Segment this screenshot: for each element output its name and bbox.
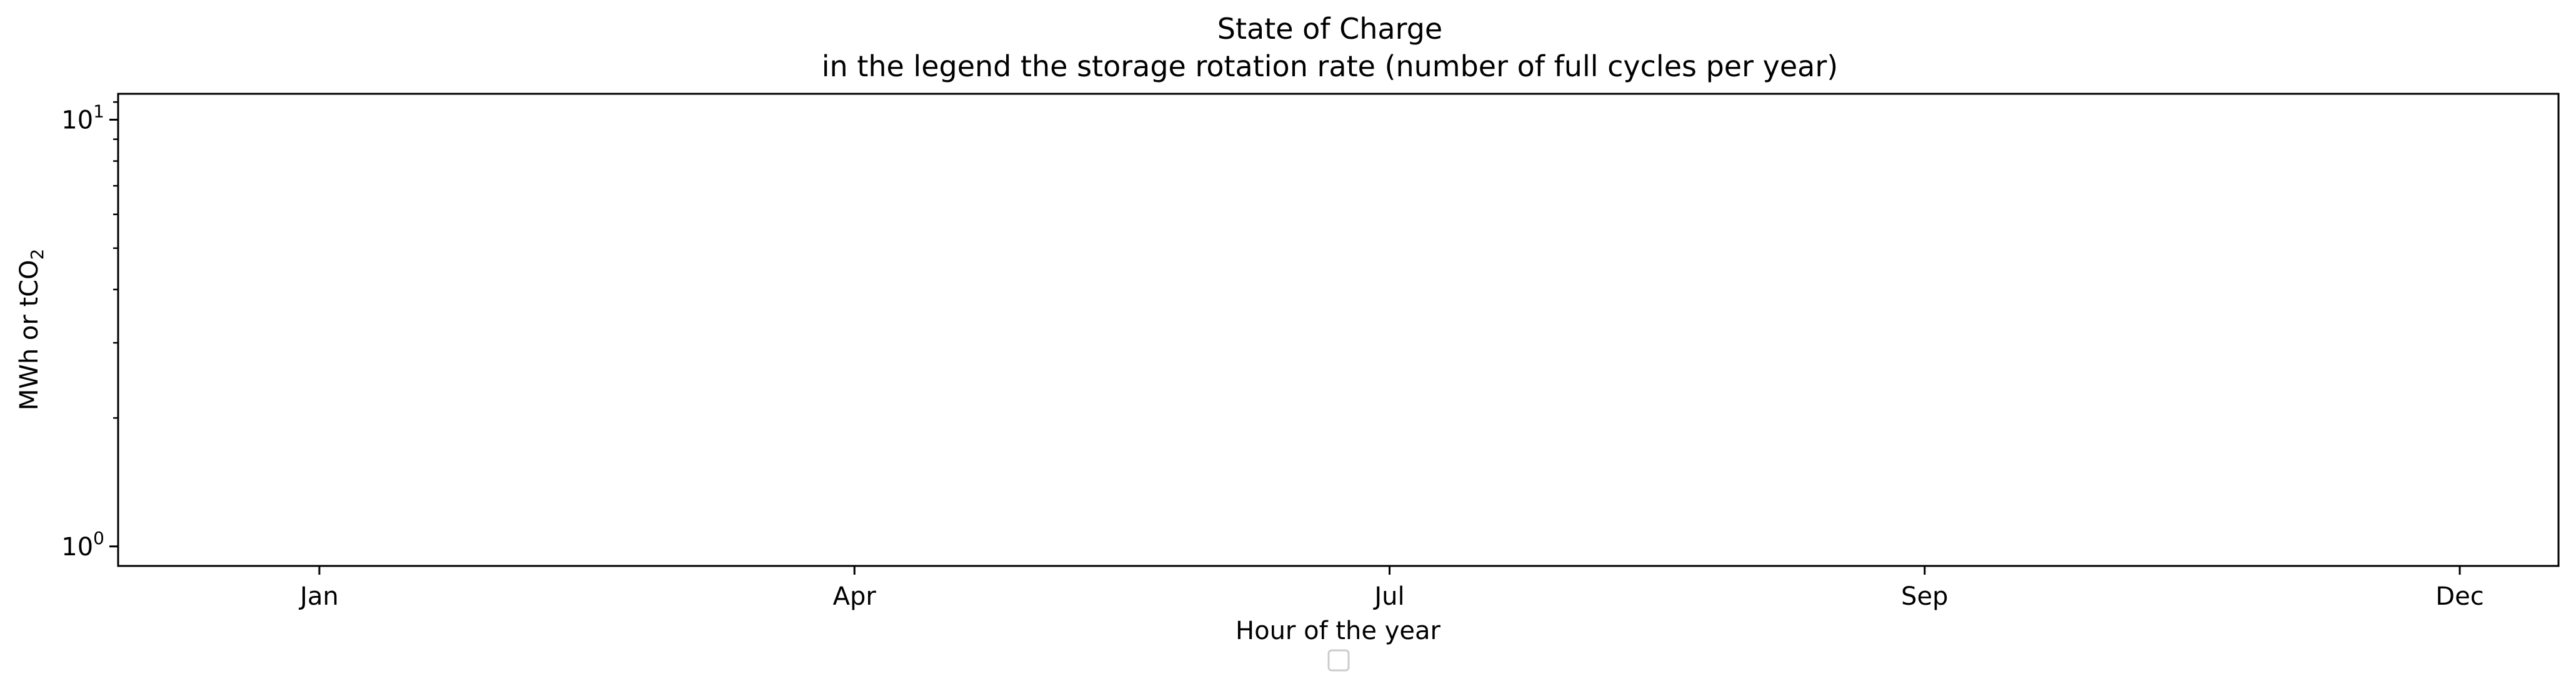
y-axis-label-main: MWh or tCO xyxy=(15,260,44,410)
chart-title: State of Charge xyxy=(1217,12,1442,46)
y-tick-label-base: 10 xyxy=(61,533,93,562)
empty-legend-box xyxy=(1327,649,1350,672)
y-axis-label: MWh or tCO2 xyxy=(15,249,47,411)
x-axis-label: Hour of the year xyxy=(1236,617,1440,645)
y-axis-label-subscript: 2 xyxy=(27,249,47,260)
x-tick-label: Apr xyxy=(833,582,877,611)
plot-area xyxy=(117,93,2560,567)
x-ticks: Jan Apr Jul Sep Dec xyxy=(298,566,2484,611)
y-tick-label: 101 xyxy=(61,101,104,134)
y-tick-label-base: 10 xyxy=(61,106,93,134)
y-minor-ticks xyxy=(113,101,118,419)
x-tick-label: Jan xyxy=(298,582,339,611)
chart-subtitle: in the legend the storage rotation rate … xyxy=(822,49,1838,83)
x-tick-label: Jul xyxy=(1372,582,1404,611)
x-tick-label: Sep xyxy=(1901,582,1948,611)
y-tick-label-exponent: 1 xyxy=(93,101,104,121)
y-tick-label-exponent: 0 xyxy=(93,528,104,548)
x-tick-label: Dec xyxy=(2435,582,2484,611)
y-tick-label: 100 xyxy=(61,528,104,562)
